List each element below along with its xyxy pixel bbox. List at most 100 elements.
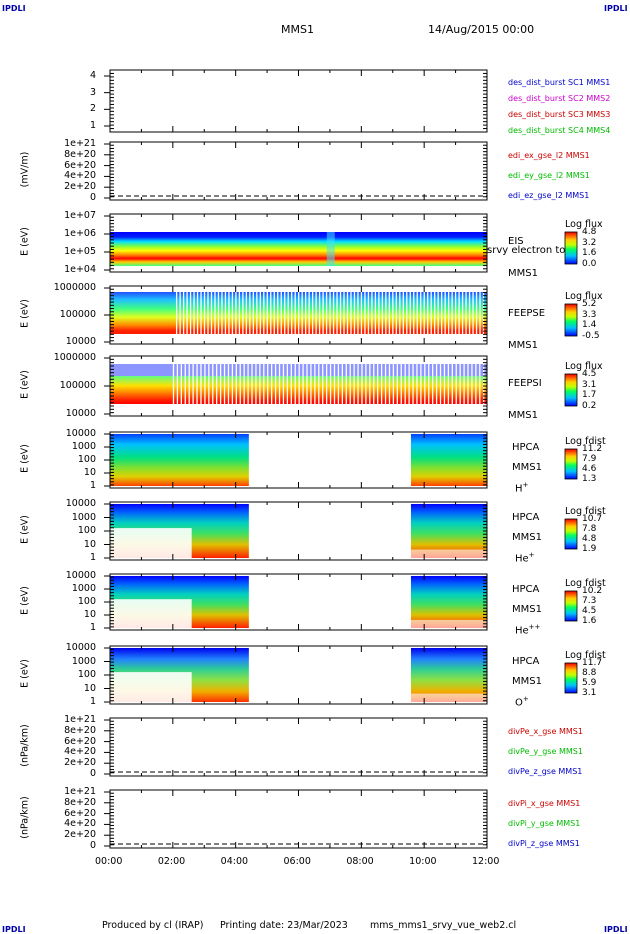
- corner-br: IPDLI: [604, 925, 628, 934]
- feepse-gap: [399, 292, 401, 334]
- legend-entry: edi_ex_gse_l2 MMS1: [508, 151, 590, 160]
- colorbar-value: 1.9: [582, 544, 597, 554]
- x-tick-label: 08:00: [346, 856, 374, 867]
- feepsi-gap: [180, 362, 182, 404]
- colorbar-value: 4.6: [582, 464, 597, 474]
- panel-hpca_hepp: [104, 573, 488, 631]
- feepsi-gap: [325, 362, 328, 404]
- panel-hpca_he: [104, 501, 488, 561]
- y-tick-label: 1000: [71, 583, 96, 594]
- x-tick-label: 04:00: [220, 856, 249, 867]
- y-tick-label: 4: [89, 70, 96, 81]
- feepse-gap: [454, 292, 457, 334]
- feepse-gap: [179, 292, 181, 334]
- right-label: MMS1: [508, 268, 538, 279]
- legend-entry: divPe_y_gse MMS1: [508, 747, 583, 756]
- feepsi-gap: [223, 362, 226, 404]
- y-tick-label: 1000: [71, 655, 96, 667]
- colorbar-value: 4.5: [582, 369, 597, 379]
- feepse-gap: [221, 292, 223, 334]
- species-label: H+: [515, 481, 528, 494]
- feepse-gap: [360, 292, 363, 334]
- feepsi-gap: [274, 362, 277, 404]
- right-label: FEEPSI: [508, 378, 542, 389]
- y-tick-label: 8e+20: [64, 148, 96, 160]
- feepse-gap: [294, 292, 296, 334]
- colorbar: [564, 590, 578, 622]
- y-tick-label: 10000: [65, 570, 96, 581]
- panel-frame: [109, 789, 488, 849]
- y-tick-label: 10000: [65, 642, 96, 653]
- colorbar-value: 7.8: [582, 524, 597, 534]
- feepsi-gap: [459, 362, 461, 404]
- feepsi-gap: [239, 362, 241, 404]
- colorbar-title: Log flux: [565, 361, 603, 372]
- colorbar-value: 7.9: [582, 454, 597, 464]
- feepse-gap: [437, 292, 439, 334]
- feepsi-gap: [290, 362, 292, 404]
- colorbar-value: 3.2: [582, 237, 597, 248]
- feepsi-gap: [377, 362, 379, 404]
- feepsi-gap: [380, 362, 383, 404]
- feepsi-gap: [172, 362, 175, 404]
- feepse-gap: [311, 292, 314, 334]
- legend-entry: divPi_y_gse MMS1: [508, 819, 581, 828]
- species-name: H: [515, 483, 523, 495]
- y-tick-label: 100: [77, 454, 96, 465]
- colorbar-value: 11.7: [582, 658, 603, 668]
- footer-printing-date: Printing date: 23/Mar/2023: [220, 920, 348, 931]
- feepsi-gap: [447, 362, 450, 404]
- feepse-gap: [207, 292, 209, 334]
- colorbar-value: 3.3: [582, 309, 597, 320]
- colorbar-value: 5.9: [582, 678, 597, 688]
- y-tick-label: 4e+20: [64, 818, 96, 830]
- feepsi-gap: [475, 362, 477, 404]
- feepse-gap: [339, 292, 342, 334]
- species-name: He: [515, 553, 529, 565]
- y-axis-label: E (eV): [19, 299, 31, 328]
- feepse-gap: [388, 292, 390, 334]
- eis-spectrogram: [110, 232, 487, 266]
- feepsi-gap: [212, 362, 214, 404]
- feepse-gap: [468, 292, 471, 334]
- feepse-gap: [203, 292, 206, 334]
- y-tick-label: 100000: [59, 309, 96, 320]
- page-title: MMS1: [281, 23, 314, 36]
- colorbar: [564, 662, 578, 694]
- y-tick-label: 1: [89, 696, 96, 707]
- y-tick-label: 10: [83, 538, 96, 550]
- x-tick-label: 10:00: [409, 856, 437, 867]
- y-axis-label: (mV/m): [19, 151, 31, 188]
- feepsi-gap: [451, 362, 453, 404]
- y-tick-label: 1: [89, 552, 96, 563]
- feepse-gap: [350, 292, 352, 334]
- feepsi-gap: [251, 362, 253, 404]
- y-tick-label: 8e+20: [64, 796, 96, 808]
- feepse-gap: [277, 292, 279, 334]
- x-tick-label: 06:00: [283, 856, 311, 867]
- feepse-gap: [259, 292, 261, 334]
- y-axis-label: E (eV): [19, 444, 31, 473]
- feepsi-gap: [204, 362, 206, 404]
- feepse-gap: [291, 292, 293, 334]
- feepsi-gap: [255, 362, 257, 404]
- feepsi-gap: [384, 362, 387, 404]
- feepse-gap: [346, 292, 349, 334]
- colorbar: [564, 231, 578, 265]
- y-tick-label: 1000: [71, 441, 96, 452]
- feepsi-gap: [369, 362, 371, 404]
- legend-entry: des_dist_burst SC4 MMS4: [508, 126, 611, 135]
- feepse-gap: [441, 292, 443, 334]
- colorbar-value: 4.5: [582, 606, 597, 616]
- y-tick-label: 1e+05: [64, 246, 96, 257]
- y-tick-label: 0: [89, 840, 96, 851]
- feepse-gap: [189, 292, 192, 334]
- species-label: O+: [515, 695, 529, 708]
- feepse-gap: [413, 292, 415, 334]
- right-label: MMS1: [512, 676, 542, 687]
- species-charge: +: [522, 695, 529, 703]
- colorbar: [564, 373, 578, 407]
- corner-bl: IPDLI: [2, 925, 26, 934]
- right-label: HPCA: [512, 442, 540, 453]
- feepsi-gap: [227, 362, 230, 404]
